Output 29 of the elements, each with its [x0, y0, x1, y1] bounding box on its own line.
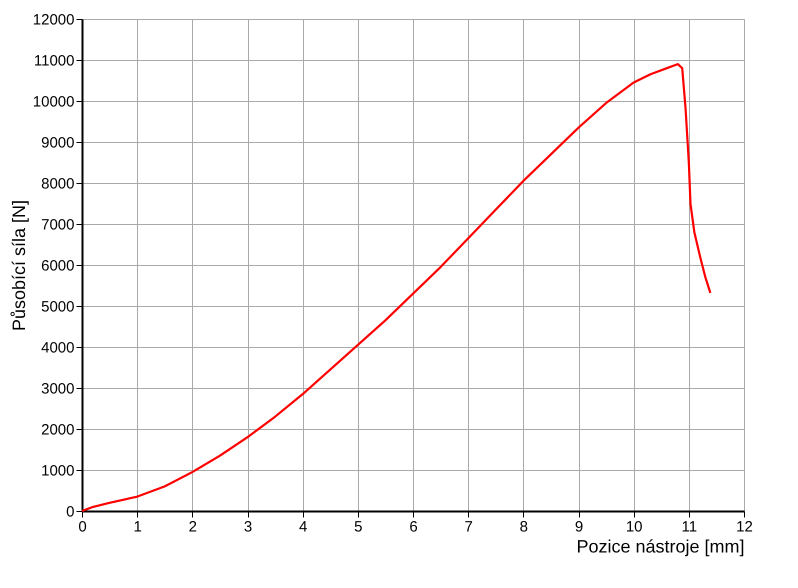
- y-tick-label: 5000: [41, 298, 74, 316]
- x-tick-label: 8: [520, 518, 528, 536]
- x-tick-label: 7: [464, 518, 473, 536]
- x-tick-label: 0: [78, 518, 87, 536]
- y-tick-label: 6000: [41, 258, 74, 274]
- y-tick-label: 1000: [41, 462, 74, 480]
- y-tick-label: 7000: [41, 216, 74, 234]
- y-tick-label: 11000: [34, 52, 74, 70]
- x-tick-label: 10: [626, 518, 643, 536]
- x-tick-label: 6: [409, 518, 418, 536]
- y-tick-label: 3000: [41, 380, 74, 398]
- y-tick-label: 8000: [41, 176, 74, 192]
- x-tick-label: 3: [244, 518, 252, 536]
- y-axis-title: Působící síla [N]: [8, 200, 29, 332]
- y-tick-label: 4000: [41, 340, 74, 356]
- x-tick-label: 5: [354, 518, 363, 536]
- x-tick-label: 4: [298, 518, 308, 536]
- x-tick-label: 1: [133, 518, 142, 536]
- x-tick-label: 9: [574, 518, 584, 536]
- y-tick-label: 9000: [41, 134, 74, 152]
- y-tick-label: 12000: [32, 12, 74, 28]
- y-tick-label: 0: [66, 504, 74, 520]
- x-tick-label: 11: [682, 518, 698, 536]
- x-tick-label: 12: [736, 518, 753, 536]
- line-series: [80, 62, 712, 512]
- x-axis-title: Pozice nástroje [mm]: [576, 536, 744, 556]
- y-tick-label: 10000: [32, 94, 74, 110]
- x-tick-label: 2: [188, 518, 198, 536]
- y-tick-label: 2000: [41, 422, 74, 438]
